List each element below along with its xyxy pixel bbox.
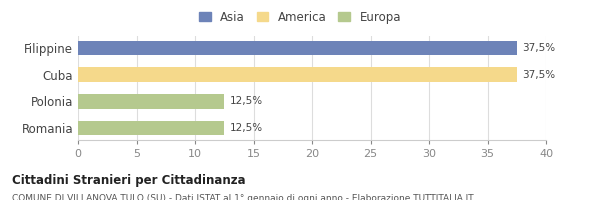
Text: COMUNE DI VILLANOVA TULO (SU) - Dati ISTAT al 1° gennaio di ogni anno - Elaboraz: COMUNE DI VILLANOVA TULO (SU) - Dati IST…: [12, 194, 473, 200]
Text: Cittadini Stranieri per Cittadinanza: Cittadini Stranieri per Cittadinanza: [12, 174, 245, 187]
Text: 12,5%: 12,5%: [230, 96, 263, 106]
Legend: Asia, America, Europa: Asia, America, Europa: [194, 6, 406, 28]
Bar: [78, 41, 517, 55]
Text: 12,5%: 12,5%: [230, 123, 263, 133]
Text: 37,5%: 37,5%: [523, 70, 556, 80]
Bar: [78, 121, 224, 135]
Text: 37,5%: 37,5%: [523, 43, 556, 53]
Bar: [78, 67, 517, 82]
Bar: [78, 94, 224, 109]
